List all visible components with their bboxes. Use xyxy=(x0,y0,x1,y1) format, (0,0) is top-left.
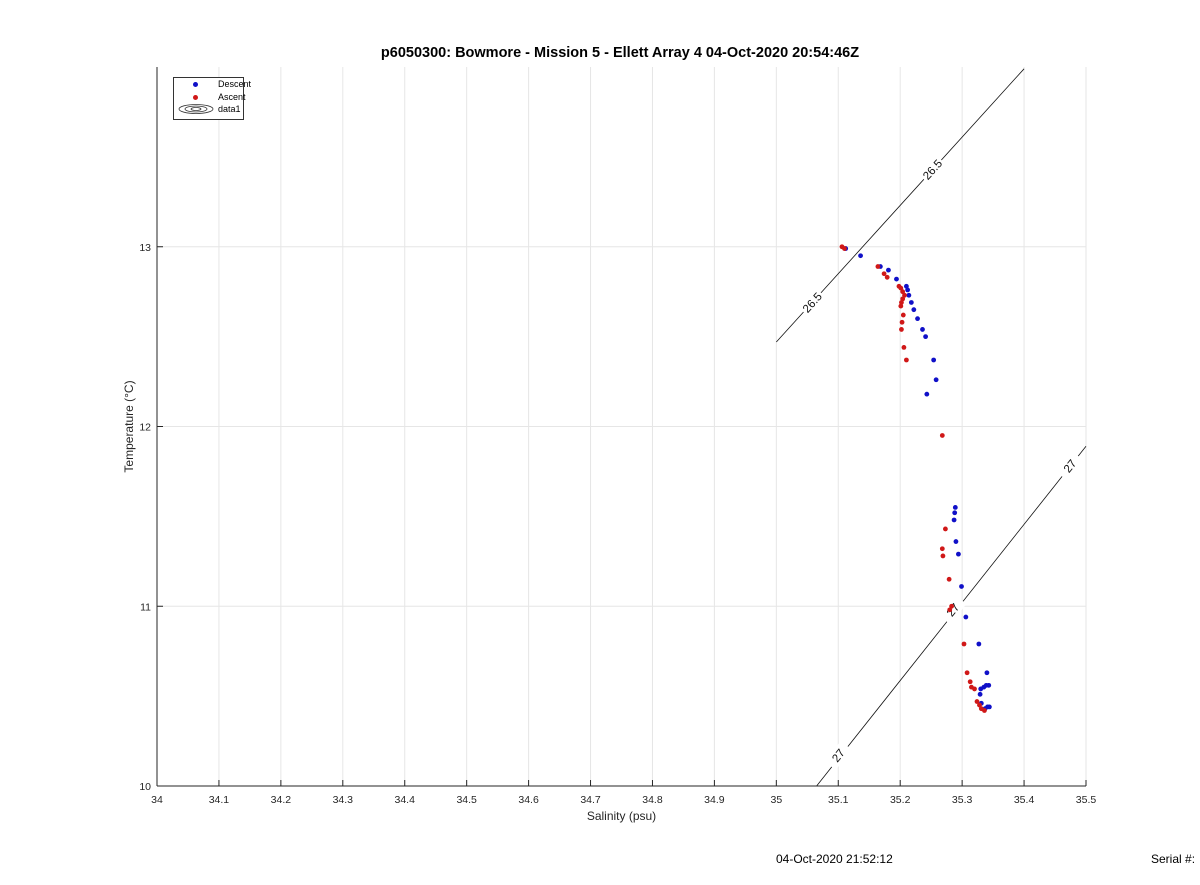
descent-marker xyxy=(193,82,198,87)
y-tick-label: 10 xyxy=(139,781,151,793)
ascent-point xyxy=(900,289,906,295)
ascent-point xyxy=(946,576,952,582)
y-tick-label: 12 xyxy=(139,422,151,434)
x-tick-label: 34.2 xyxy=(271,794,292,806)
legend-item-ascent: Ascent xyxy=(174,91,246,104)
descent-point xyxy=(933,377,939,383)
grid xyxy=(156,67,1087,787)
footer-serial: Serial #: xyxy=(1151,852,1196,866)
ascent-point xyxy=(982,708,987,713)
ascent-point xyxy=(939,433,945,438)
descent-point xyxy=(894,276,899,282)
ascent-point xyxy=(884,274,890,280)
descent-point xyxy=(953,539,959,544)
legend-label-ascent: Ascent xyxy=(218,91,246,102)
ascent-point xyxy=(899,327,904,332)
ascent-point xyxy=(939,546,945,552)
legend-item-descent: Descent xyxy=(174,78,251,91)
x-tick-label: 34.3 xyxy=(333,794,354,806)
y-tick-label: 11 xyxy=(140,601,151,613)
descent-point xyxy=(963,614,969,620)
descent-point xyxy=(911,307,917,313)
ascent-point xyxy=(899,319,905,325)
descent-point xyxy=(923,334,928,340)
contour-label-bg xyxy=(798,288,827,317)
ascent-point xyxy=(900,312,906,318)
contour-label-bg xyxy=(824,740,852,770)
ascent-point xyxy=(842,246,847,251)
ascent-marker xyxy=(193,94,198,100)
contour-label-bg xyxy=(918,155,947,184)
data-points xyxy=(839,244,992,713)
descent-point xyxy=(905,287,911,293)
descent-point xyxy=(886,267,891,273)
descent-point xyxy=(951,517,957,523)
ascent-point xyxy=(940,553,946,559)
ascent-point xyxy=(875,264,881,269)
contour-label-bg xyxy=(939,595,967,625)
ascent-point xyxy=(947,607,953,613)
ascent-point xyxy=(903,357,909,363)
descent-point xyxy=(924,391,930,397)
descent-point xyxy=(986,704,992,710)
x-tick-label: 34.8 xyxy=(642,794,663,806)
ascent-point xyxy=(881,271,887,277)
y-tick-label: 13 xyxy=(139,242,151,254)
ascent-point xyxy=(901,345,907,350)
ascent-point xyxy=(972,686,977,692)
ascent-point xyxy=(977,702,982,708)
contour-label-bg xyxy=(1056,451,1084,481)
ascent-point xyxy=(902,292,907,298)
ascent-point xyxy=(974,699,980,704)
descent-point xyxy=(906,292,912,298)
descent-point xyxy=(920,327,925,332)
x-tick-label: 34.4 xyxy=(395,794,416,806)
ascent-point xyxy=(898,303,904,309)
x-tick-label: 34.6 xyxy=(518,794,539,806)
descent-point xyxy=(915,316,920,322)
x-tick-label: 35.1 xyxy=(828,794,849,806)
x-tick-label: 35.4 xyxy=(1014,794,1035,806)
x-tick-label: 34.1 xyxy=(209,794,230,806)
ascent-point xyxy=(961,641,967,647)
x-tick-label: 35.3 xyxy=(952,794,973,806)
descent-point xyxy=(952,510,958,516)
descent-point xyxy=(959,584,964,589)
descent-point xyxy=(908,300,914,305)
x-tick-label: 35.2 xyxy=(890,794,911,806)
x-tick-label: 35.5 xyxy=(1076,794,1097,806)
x-tick-label: 34.7 xyxy=(580,794,601,806)
descent-point xyxy=(952,504,958,510)
y-axis-label: Temperature (°C) xyxy=(122,380,136,472)
descent-point xyxy=(976,641,982,647)
ascent-point xyxy=(964,670,970,676)
descent-point xyxy=(956,551,961,557)
descent-point xyxy=(931,357,937,363)
ascent-point xyxy=(943,526,948,532)
ascent-point xyxy=(898,285,904,291)
x-axis-label: Salinity (psu) xyxy=(587,809,656,823)
legend: Descent Ascent data1 xyxy=(173,77,251,120)
footer-date: 04-Oct-2020 21:52:12 xyxy=(776,852,893,866)
x-tick-label: 34.5 xyxy=(456,794,477,806)
legend-label-descent: Descent xyxy=(218,79,252,89)
descent-point xyxy=(978,686,984,692)
x-tick-label: 34 xyxy=(151,794,163,806)
legend-item-contour: data1 xyxy=(174,103,243,116)
ascent-point xyxy=(949,603,955,609)
ascent-point xyxy=(967,679,973,685)
descent-point xyxy=(858,253,863,259)
ascent-point xyxy=(899,300,904,305)
descent-point xyxy=(977,691,983,697)
legend-label-contour: data1 xyxy=(218,104,241,114)
contour-icon xyxy=(178,104,214,114)
x-tick-label: 35 xyxy=(770,794,782,806)
x-tick-label: 34.9 xyxy=(704,794,725,806)
axes: 34 34.1 34.2 34.3 34.4 34.5 34.6 34.7 34.8 34.9 35… xyxy=(122,67,1096,823)
chart-title: p6050300: Bowmore - Mission 5 - Ellett A… xyxy=(380,45,860,61)
descent-point xyxy=(984,670,990,676)
